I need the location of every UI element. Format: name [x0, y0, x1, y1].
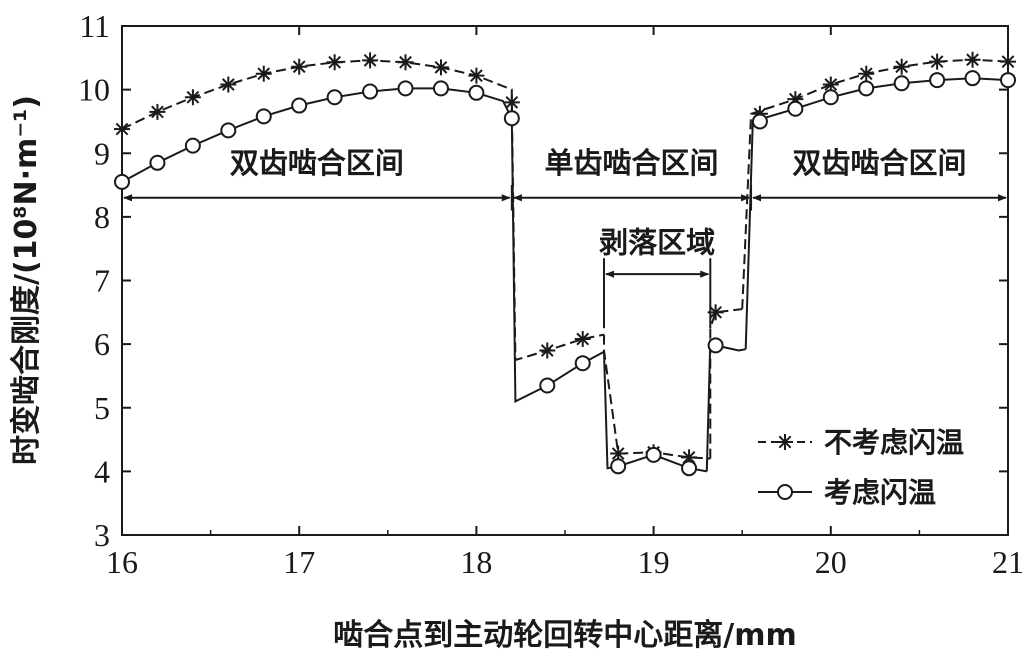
x-axis-label: 啮合点到主动轮回转中心距离/mm	[333, 618, 796, 653]
circle-point	[964, 70, 981, 87]
asterisk-point	[503, 94, 520, 111]
circle-point	[397, 80, 414, 97]
asterisk-point	[822, 76, 839, 93]
x-axis-ticks: 16 17 18 19 20 21	[106, 26, 1024, 580]
y-tick-label: 3	[94, 517, 110, 553]
circle-point	[1000, 72, 1016, 89]
annotation-label: 双齿啮合区间	[230, 146, 404, 180]
asterisk-point	[220, 76, 237, 93]
circle-point	[539, 377, 556, 394]
asterisk-point	[291, 58, 308, 75]
circle-point	[645, 446, 662, 463]
y-tick-label: 8	[94, 199, 110, 235]
circle-point	[707, 337, 724, 354]
circle-point	[681, 460, 698, 477]
circle-point	[114, 173, 130, 190]
circle-point	[184, 137, 201, 154]
asterisk-point	[1000, 53, 1016, 70]
legend-circle-marker	[777, 484, 793, 500]
y-tick-label: 5	[94, 390, 110, 426]
circle-point	[822, 89, 839, 106]
legend-label-no-flash: 不考虑闪温	[824, 426, 964, 459]
y-tick-label: 7	[94, 263, 110, 299]
asterisk-point	[114, 121, 130, 138]
circle-point	[468, 84, 485, 101]
asterisk-point	[858, 65, 875, 82]
legend: 不考虑闪温 考虑闪温	[758, 426, 964, 509]
series-no-flash-line	[741, 58, 1009, 310]
series-lines	[114, 51, 1016, 477]
circle-point	[574, 355, 591, 372]
y-tick-label: 11	[79, 8, 110, 44]
asterisk-point	[326, 54, 343, 71]
circle-point	[751, 113, 768, 130]
circle-point	[893, 75, 910, 92]
series-no-flash-line	[510, 102, 605, 362]
asterisk-point	[468, 67, 485, 84]
asterisk-point	[964, 51, 981, 68]
x-tick-label: 18	[460, 544, 492, 580]
asterisk-point	[574, 331, 591, 348]
asterisk-point	[707, 304, 724, 321]
circle-point	[149, 154, 166, 171]
circle-point	[929, 72, 946, 89]
legend-label-flash: 考虑闪温	[824, 476, 936, 509]
y-tick-label: 4	[94, 453, 110, 489]
series-no-flash-line	[121, 59, 513, 130]
x-tick-label: 17	[283, 544, 315, 580]
y-axis-label: 时变啮合刚度/(10⁸N·m⁻¹)	[9, 95, 44, 465]
series-no-flash-line	[709, 308, 743, 459]
x-tick-label: 19	[638, 544, 670, 580]
series-no-flash-line	[603, 334, 711, 460]
circle-point	[610, 458, 627, 475]
asterisk-point	[184, 89, 201, 106]
annotation-label: 单齿啮合区间	[544, 146, 718, 180]
circle-point	[787, 100, 804, 117]
circle-point	[291, 97, 308, 114]
series-flash-line	[744, 77, 1009, 350]
circle-point	[326, 89, 343, 106]
x-tick-label: 16	[106, 544, 138, 580]
x-tick-label: 21	[992, 544, 1024, 580]
circle-point	[255, 108, 272, 125]
circle-point	[362, 83, 379, 100]
asterisk-point	[432, 59, 449, 76]
asterisk-point	[362, 52, 379, 69]
legend-asterisk-marker	[777, 434, 793, 450]
y-axis-ticks: 3 4 5 6 7 8 9 10 11	[78, 8, 1008, 553]
asterisk-point	[255, 65, 272, 82]
asterisk-point	[610, 445, 627, 462]
asterisk-point	[149, 103, 166, 120]
annotation-label: 双齿啮合区间	[793, 146, 967, 180]
circle-point	[503, 110, 520, 127]
asterisk-point	[397, 54, 414, 71]
y-tick-label: 6	[94, 326, 110, 362]
series-flash-line	[705, 338, 746, 472]
annotation-label: 剥落区域	[599, 225, 715, 259]
asterisk-point	[929, 53, 946, 70]
y-tick-label: 9	[94, 135, 110, 171]
legend-asterisk	[777, 434, 793, 450]
circle-point	[858, 80, 875, 97]
y-tick-label: 10	[78, 72, 110, 108]
circle-point	[220, 122, 237, 139]
circle-point	[432, 80, 449, 97]
asterisk-point	[539, 342, 556, 359]
asterisk-point	[893, 58, 910, 75]
x-tick-label: 20	[815, 544, 847, 580]
